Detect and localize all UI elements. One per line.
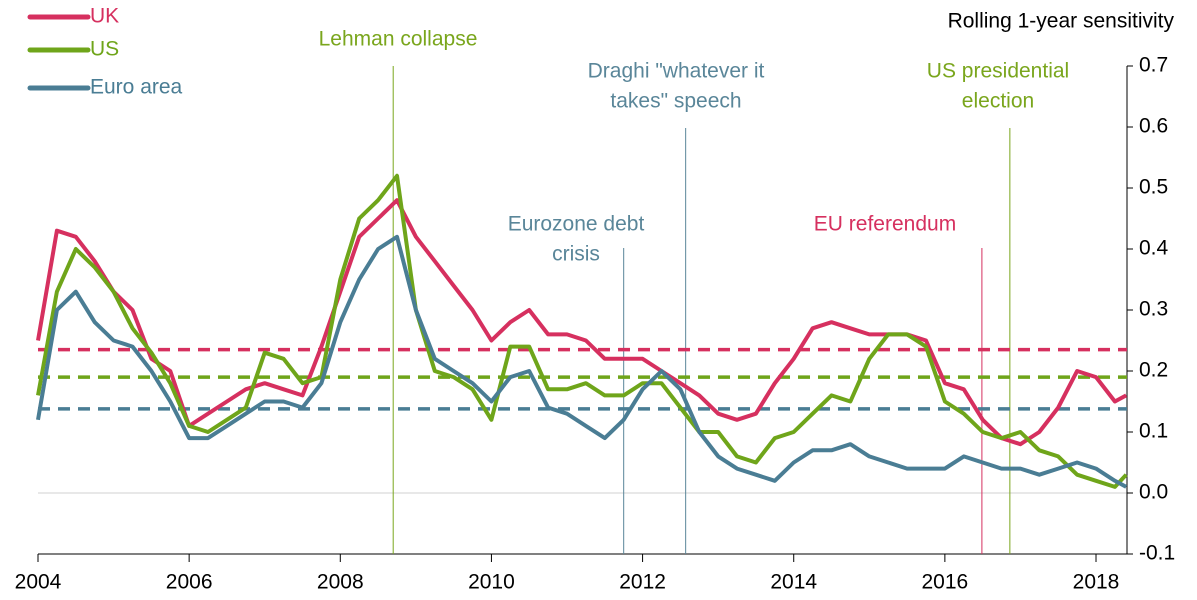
x-tick-label: 2010 (468, 571, 515, 594)
event-label: Draghi "whatever it (588, 60, 765, 83)
series-line (36, 173, 1128, 489)
series-line (36, 234, 1128, 489)
x-tick-label: 2004 (15, 571, 62, 594)
legend-label: Euro area (90, 76, 183, 99)
series-line (36, 198, 1128, 447)
y-tick-label: 0.1 (1139, 420, 1168, 443)
y-tick-label: 0.0 (1139, 481, 1168, 504)
legend-label: US (90, 38, 119, 61)
y-tick-label: 0.3 (1139, 298, 1168, 321)
y-tick-label: 0.5 (1139, 176, 1168, 199)
y-tick-label: 0.7 (1139, 54, 1168, 77)
event-label: US presidential (927, 60, 1069, 83)
x-tick-label: 2008 (317, 571, 364, 594)
y-axis-label: Rolling 1-year sensitivity (948, 10, 1175, 33)
event-label: Lehman collapse (319, 28, 478, 51)
x-tick-label: 2016 (922, 571, 969, 594)
x-tick-label: 2006 (166, 571, 213, 594)
event-label: takes" speech (610, 90, 741, 113)
event-label: election (962, 90, 1034, 113)
x-tick-label: 2018 (1073, 571, 1120, 594)
event-label: EU referendum (814, 213, 956, 236)
y-tick-label: 0.2 (1139, 359, 1168, 382)
y-tick-label: 0.6 (1139, 115, 1168, 138)
y-tick-label: 0.4 (1139, 237, 1169, 260)
x-tick-label: 2014 (770, 571, 817, 594)
y-tick-label: -0.1 (1139, 542, 1175, 565)
legend-label: UK (90, 5, 119, 28)
x-tick-label: 2012 (619, 571, 666, 594)
event-label: crisis (552, 243, 600, 266)
event-label: Eurozone debt (508, 213, 645, 236)
